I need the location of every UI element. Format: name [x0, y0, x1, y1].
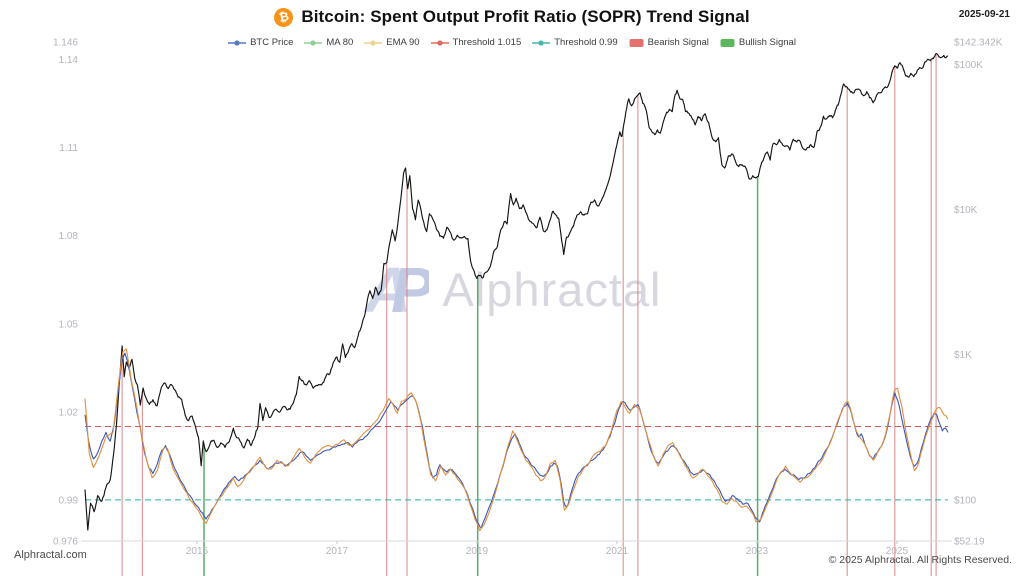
legend-item-label: MA 80: [326, 37, 354, 48]
legend-line-marker-icon: [532, 39, 551, 46]
bitcoin-icon: ₿: [274, 7, 294, 27]
series-line-ema-90: [84, 348, 949, 532]
legend-item-threshold-1-015[interactable]: Threshold 1.015: [430, 37, 522, 48]
legend-item-bearish-signal[interactable]: Bearish Signal: [629, 37, 709, 48]
series-line-btc-price: [84, 53, 949, 531]
right-axis-tick-label: $142.342K: [954, 38, 1003, 49]
left-axis-tick-label: 1.11: [59, 143, 78, 154]
x-tick-label: 2019: [466, 546, 489, 557]
left-axis-tick-label: 0.99: [59, 495, 79, 506]
legend-box-marker-icon: [629, 38, 644, 47]
legend-item-label: Threshold 0.99: [554, 37, 618, 48]
legend: BTC Price MA 80 EMA 90 Threshold 1.015 Thres…: [0, 37, 1024, 48]
footer-site-link: Alphractal.com: [14, 549, 87, 561]
right-axis-tick-label: $100K: [954, 60, 983, 71]
page-title: Bitcoin: Spent Output Profit Ratio (SOPR…: [301, 7, 750, 26]
legend-box-marker-icon: [720, 38, 735, 47]
right-axis-tick-label: $100: [954, 496, 977, 507]
legend-item-label: EMA 90: [386, 37, 420, 48]
legend-item-label: Bullish Signal: [738, 37, 796, 48]
axis-labels-layer: 2015 2017 2019 2021 2023 2025 1.146 1.14 1.11 1.0…: [53, 38, 1003, 558]
threshold-lines-layer: [85, 426, 948, 501]
x-tick-label: 2025: [886, 546, 909, 557]
x-tick-label: 2023: [746, 546, 769, 557]
left-axis-tick-label: 1.05: [59, 319, 79, 330]
chart-date: 2025-09-21: [958, 9, 1010, 20]
legend-item-btc-price[interactable]: BTC Price: [228, 37, 293, 48]
left-axis-tick-label: 1.146: [53, 38, 78, 49]
series-layer: [84, 53, 949, 532]
right-axis-tick-label: $52.19: [954, 537, 985, 548]
x-tick-label: 2017: [326, 546, 349, 557]
x-tick-label: 2015: [186, 546, 209, 557]
title-row: ₿ Bitcoin: Spent Output Profit Ratio (SO…: [0, 7, 1024, 27]
legend-line-marker-icon: [304, 39, 323, 46]
legend-item-bullish-signal[interactable]: Bullish Signal: [720, 37, 796, 48]
legend-item-label: Threshold 1.015: [452, 37, 522, 48]
legend-line-marker-icon: [228, 39, 247, 46]
legend-item-ema-90[interactable]: EMA 90: [364, 37, 420, 48]
legend-item-label: Bearish Signal: [647, 37, 709, 48]
axis-grid-layer: [81, 540, 952, 544]
footer-copyright: © 2025 Alphractal. All Rights Reserved.: [828, 554, 1012, 566]
x-tick-label: 2021: [606, 546, 629, 557]
legend-item-threshold-0-99[interactable]: Threshold 0.99: [532, 37, 618, 48]
legend-item-ma-80[interactable]: MA 80: [304, 37, 353, 48]
left-axis-tick-label: 1.02: [59, 407, 79, 418]
legend-line-marker-icon: [430, 39, 449, 46]
left-axis-tick-label: 1.08: [59, 231, 79, 242]
right-axis-tick-label: $1K: [954, 350, 972, 361]
signal-lines-layer: [121, 54, 937, 576]
left-axis-tick-label: 1.14: [59, 55, 79, 66]
left-axis-tick-label: 0.976: [53, 537, 78, 548]
right-axis-tick-label: $10K: [954, 205, 978, 216]
legend-line-marker-icon: [364, 39, 383, 46]
legend-item-label: BTC Price: [250, 37, 294, 48]
